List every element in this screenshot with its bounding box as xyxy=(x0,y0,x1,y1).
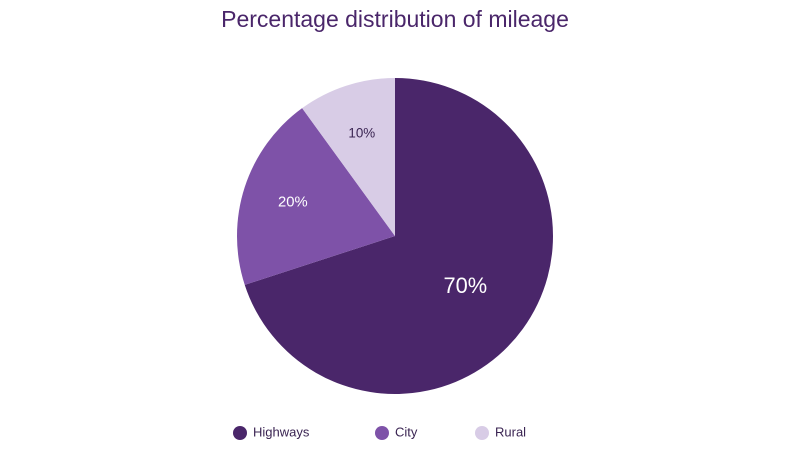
legend-marker xyxy=(233,426,247,440)
slice-label: 10% xyxy=(348,125,375,140)
pie-slice xyxy=(237,108,395,285)
legend-text: Rural xyxy=(495,424,526,439)
legend-marker xyxy=(475,426,489,440)
slice-label: 70% xyxy=(443,273,487,298)
legend-text: City xyxy=(395,424,418,439)
legend-text: Highways xyxy=(253,424,310,439)
pie-slice xyxy=(244,78,553,394)
chart-title: Percentage distribution of mileage xyxy=(221,6,569,32)
legend-marker xyxy=(375,426,389,440)
pie-slice xyxy=(302,78,395,236)
slice-label: 20% xyxy=(278,195,308,211)
